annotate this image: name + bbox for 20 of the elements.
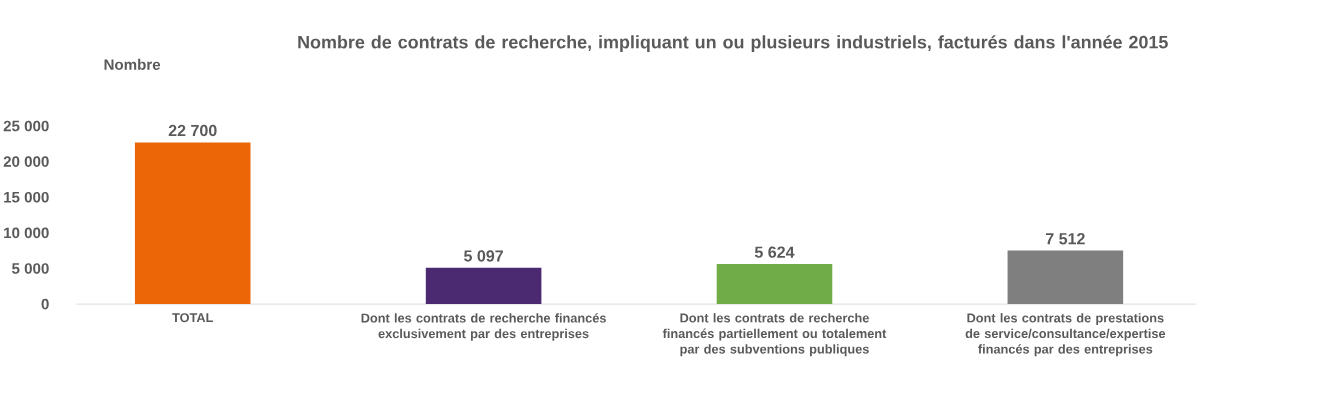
y-tick-label: 25 000 — [3, 120, 49, 132]
data-label: 5 624 — [754, 246, 795, 258]
x-tick-label: Dont les contrats de recherche financés partiellement ou totalement par des subventions publiques — [662, 313, 887, 357]
bar — [716, 263, 833, 305]
bar — [134, 142, 251, 305]
chart-title: Nombre de contrats de recherche, impliquant un ou plusieurs industriels, facturés dans l'année 2015 — [298, 35, 1168, 52]
y-tick-label: 10 000 — [4, 227, 49, 239]
x-tick-label: TOTAL — [172, 313, 213, 323]
y-tick-label: 15 000 — [4, 191, 49, 203]
y-axis-title: Nombre — [104, 58, 161, 70]
y-tick-label: 5 000 — [12, 263, 49, 274]
bar — [1007, 250, 1124, 305]
y-tick-label: 0 — [41, 298, 49, 310]
x-tick-label: Dont les contrats de recherche financés exclusivement par des entreprises — [361, 313, 606, 341]
bar — [425, 267, 542, 305]
data-label: 5 097 — [464, 250, 503, 262]
data-label: 22 700 — [168, 124, 217, 137]
x-tick-label: Dont les contrats de prestations de service/consultance/expertise financés par des entreprises — [965, 313, 1166, 357]
y-tick-label: 20 000 — [3, 156, 49, 167]
data-label: 7 512 — [1045, 232, 1085, 245]
